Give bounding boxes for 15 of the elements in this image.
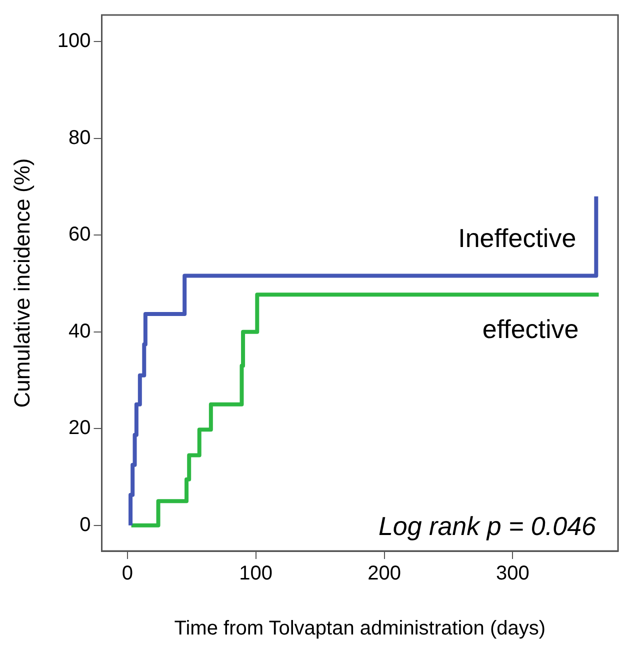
y-tick-label: 80 (68, 126, 91, 149)
x-tick-label: 100 (239, 562, 273, 585)
series-label: Ineffective (458, 222, 576, 253)
series-label: effective (482, 314, 579, 344)
x-tick-label: 300 (496, 562, 530, 585)
y-tick-label: 20 (68, 417, 91, 440)
y-axis-title: Cumulative incidence (%) (9, 158, 34, 408)
y-tick-label: 0 (80, 514, 91, 536)
x-axis-title: Time from Tolvaptan administration (days) (174, 618, 546, 640)
x-tick-label: 200 (368, 562, 401, 585)
y-tick-label: 60 (68, 224, 91, 246)
x-tick-label: 0 (122, 562, 134, 585)
y-tick-label: 40 (68, 320, 91, 342)
annotation: Log rank p = 0.046 (378, 511, 597, 541)
y-tick-label: 100 (57, 30, 91, 52)
